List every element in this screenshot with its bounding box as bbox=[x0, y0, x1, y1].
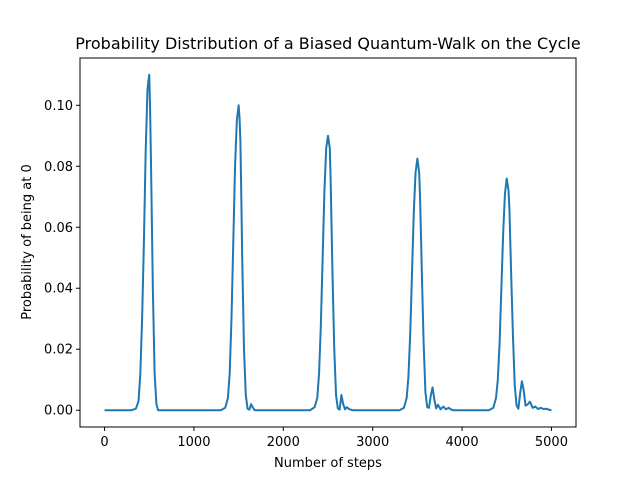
x-tick-label: 2000 bbox=[267, 435, 300, 450]
y-tick-label: 0.02 bbox=[44, 343, 73, 358]
x-tick-label: 5000 bbox=[535, 435, 568, 450]
axes-frame bbox=[79, 57, 577, 428]
x-axis-ticks: 0 1000 2000 3000 4000 5000 bbox=[100, 427, 568, 450]
x-axis-label: Number of steps bbox=[274, 456, 382, 471]
y-tick-label: 0.10 bbox=[44, 99, 73, 114]
x-tick-label: 3000 bbox=[356, 435, 389, 450]
y-axis-ticks: 0.00 0.02 0.04 0.06 0.08 0.10 bbox=[44, 99, 80, 419]
y-tick-label: 0.00 bbox=[44, 404, 73, 419]
x-tick-label: 0 bbox=[100, 435, 108, 450]
y-tick-label: 0.06 bbox=[44, 221, 73, 236]
chart-title: Probability Distribution of a Biased Qua… bbox=[75, 34, 580, 53]
y-axis-label: Probability of being at 0 bbox=[20, 164, 35, 319]
x-tick-label: 4000 bbox=[446, 435, 479, 450]
y-tick-label: 0.04 bbox=[44, 282, 73, 297]
y-tick-label: 0.08 bbox=[44, 160, 73, 175]
x-tick-label: 1000 bbox=[177, 435, 210, 450]
plot-line-layer bbox=[104, 73, 552, 412]
series-line-0 bbox=[104, 73, 552, 412]
